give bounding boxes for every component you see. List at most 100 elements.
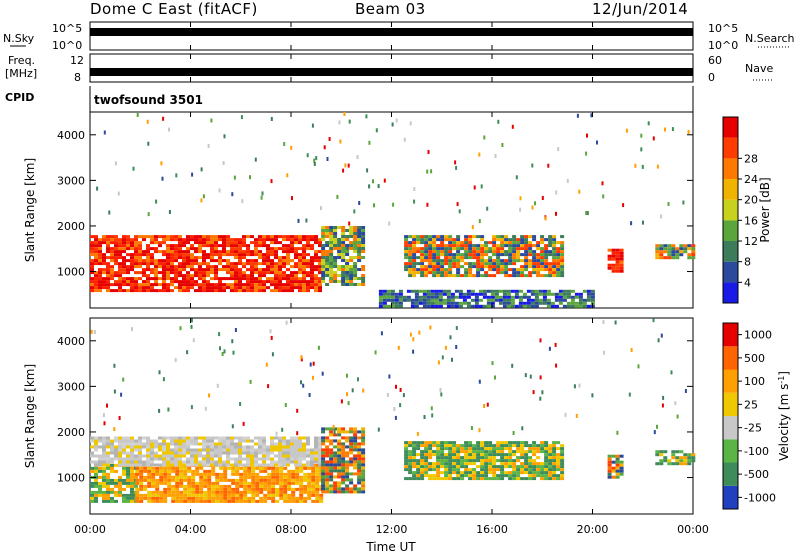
velocity-cell: [138, 457, 142, 461]
power-cell: [516, 247, 521, 251]
power-cell: [134, 241, 138, 245]
power-cell: [430, 301, 435, 305]
power-cell: [154, 247, 158, 251]
power-cell: [687, 253, 692, 257]
power-cell: [118, 247, 122, 251]
power-cell: [329, 244, 334, 247]
power-cell: [412, 241, 417, 245]
velocity-cell: [432, 441, 437, 445]
power-speckle: [664, 127, 666, 132]
power-cell: [540, 274, 545, 278]
velocity-cell: [520, 444, 525, 448]
power-cell: [206, 283, 210, 287]
power-cell: [357, 235, 362, 238]
power-cell: [524, 253, 529, 257]
power-cell: [170, 277, 174, 281]
power-cell: [94, 256, 98, 260]
power-cell: [434, 295, 439, 299]
velocity-speckle: [317, 345, 320, 350]
power-cell: [214, 259, 218, 263]
velocity-speckle: [270, 335, 273, 340]
velocity-cell: [532, 465, 537, 469]
velocity-cell: [199, 472, 204, 476]
velocity-cell: [110, 448, 114, 452]
power-cell: [138, 262, 142, 266]
power-cell: [671, 250, 676, 254]
velocity-colorbar-swatch: [723, 439, 738, 463]
velocity-cell: [271, 481, 276, 485]
velocity-cell: [436, 465, 441, 469]
power-cell: [452, 247, 457, 251]
power-cell: [162, 265, 166, 269]
power-cell: [126, 238, 130, 242]
velocity-cell: [246, 463, 250, 467]
velocity-cell: [420, 441, 425, 445]
velocity-cell: [151, 493, 156, 497]
power-cell: [94, 262, 98, 266]
power-cell: [357, 238, 362, 241]
power-cell: [258, 253, 262, 257]
power-speckle: [358, 201, 361, 205]
velocity-cell: [223, 478, 228, 482]
velocity-cell: [231, 499, 236, 503]
power-cell: [166, 253, 170, 257]
power-cell: [329, 256, 334, 259]
velocity-speckle: [374, 350, 377, 355]
power-speckle: [348, 221, 351, 226]
power-cell: [329, 229, 334, 232]
power-cell: [318, 241, 322, 245]
power-cell: [560, 241, 565, 245]
velocity-cell: [230, 439, 234, 443]
power-cell: [250, 265, 254, 269]
power-cell: [106, 250, 110, 254]
power-cell: [182, 253, 186, 257]
power-cell: [290, 277, 294, 281]
velocity-cell: [126, 484, 130, 488]
velocity-cell: [663, 456, 668, 460]
power-cell: [198, 241, 202, 245]
power-cell: [349, 268, 354, 271]
velocity-cell: [239, 472, 244, 476]
power-cell: [458, 301, 463, 305]
velocity-colorbar-swatch: [723, 346, 738, 370]
power-cell: [166, 235, 170, 239]
velocity-cell: [207, 490, 212, 494]
velocity-cell: [333, 475, 338, 479]
power-colorbar-tick: 20: [744, 194, 758, 207]
power-cell: [138, 271, 142, 275]
velocity-cell: [306, 439, 310, 443]
power-cell: [345, 250, 350, 253]
power-cell: [106, 262, 110, 266]
velocity-cell: [203, 472, 208, 476]
velocity-cell: [619, 454, 624, 458]
velocity-cell: [472, 459, 477, 463]
power-cell: [186, 247, 190, 251]
velocity-cell: [182, 442, 186, 446]
velocity-cell: [552, 459, 557, 463]
power-cell: [562, 289, 567, 293]
velocity-cell: [480, 462, 485, 466]
power-cell: [426, 289, 431, 293]
velocity-cell: [488, 471, 493, 475]
velocity-cell: [333, 484, 338, 488]
velocity-cell: [560, 450, 565, 454]
power-speckle: [326, 157, 329, 161]
power-cell: [266, 265, 270, 269]
velocity-cell: [159, 499, 164, 503]
velocity-cell: [171, 496, 176, 500]
power-cell: [118, 280, 122, 284]
velocity-cell: [314, 460, 318, 464]
power-cell: [274, 256, 278, 260]
velocity-cell: [500, 453, 505, 457]
velocity-cell: [357, 445, 362, 449]
power-cell: [262, 238, 266, 242]
velocity-cell: [341, 490, 346, 494]
power-cell: [282, 277, 286, 281]
power-speckle: [240, 115, 243, 120]
velocity-cell: [341, 457, 346, 461]
power-cell: [206, 238, 210, 242]
velocity-cell: [337, 469, 342, 473]
cpid-value: twofsound 3501: [94, 93, 203, 107]
power-cell: [162, 262, 166, 266]
velocity-cell: [251, 481, 256, 485]
